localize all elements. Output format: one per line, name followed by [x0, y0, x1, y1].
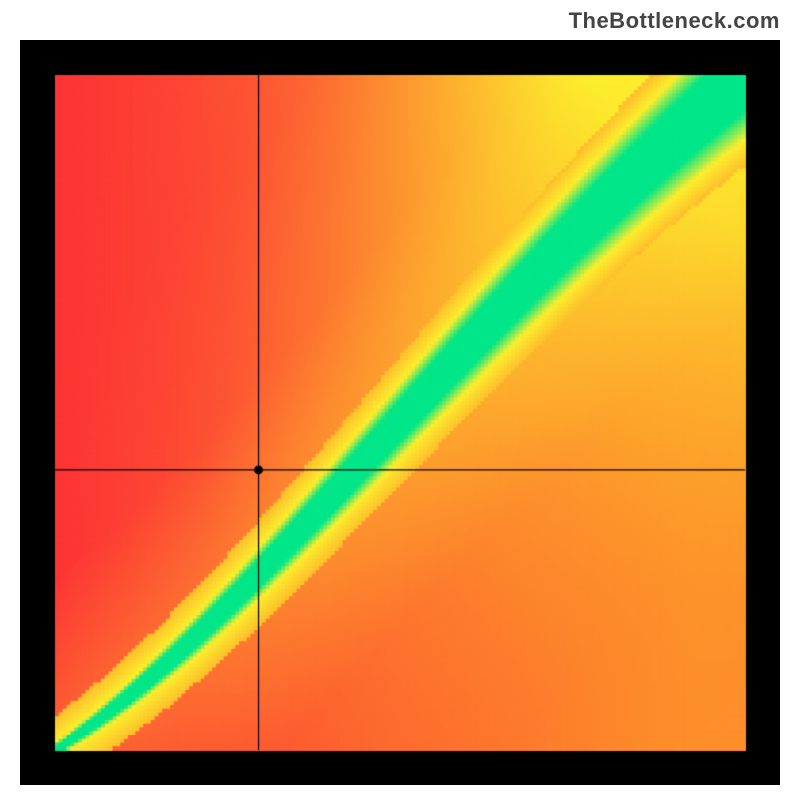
watermark-label: TheBottleneck.com — [569, 8, 780, 34]
crosshair-overlay — [20, 40, 780, 785]
chart-frame — [20, 40, 780, 785]
